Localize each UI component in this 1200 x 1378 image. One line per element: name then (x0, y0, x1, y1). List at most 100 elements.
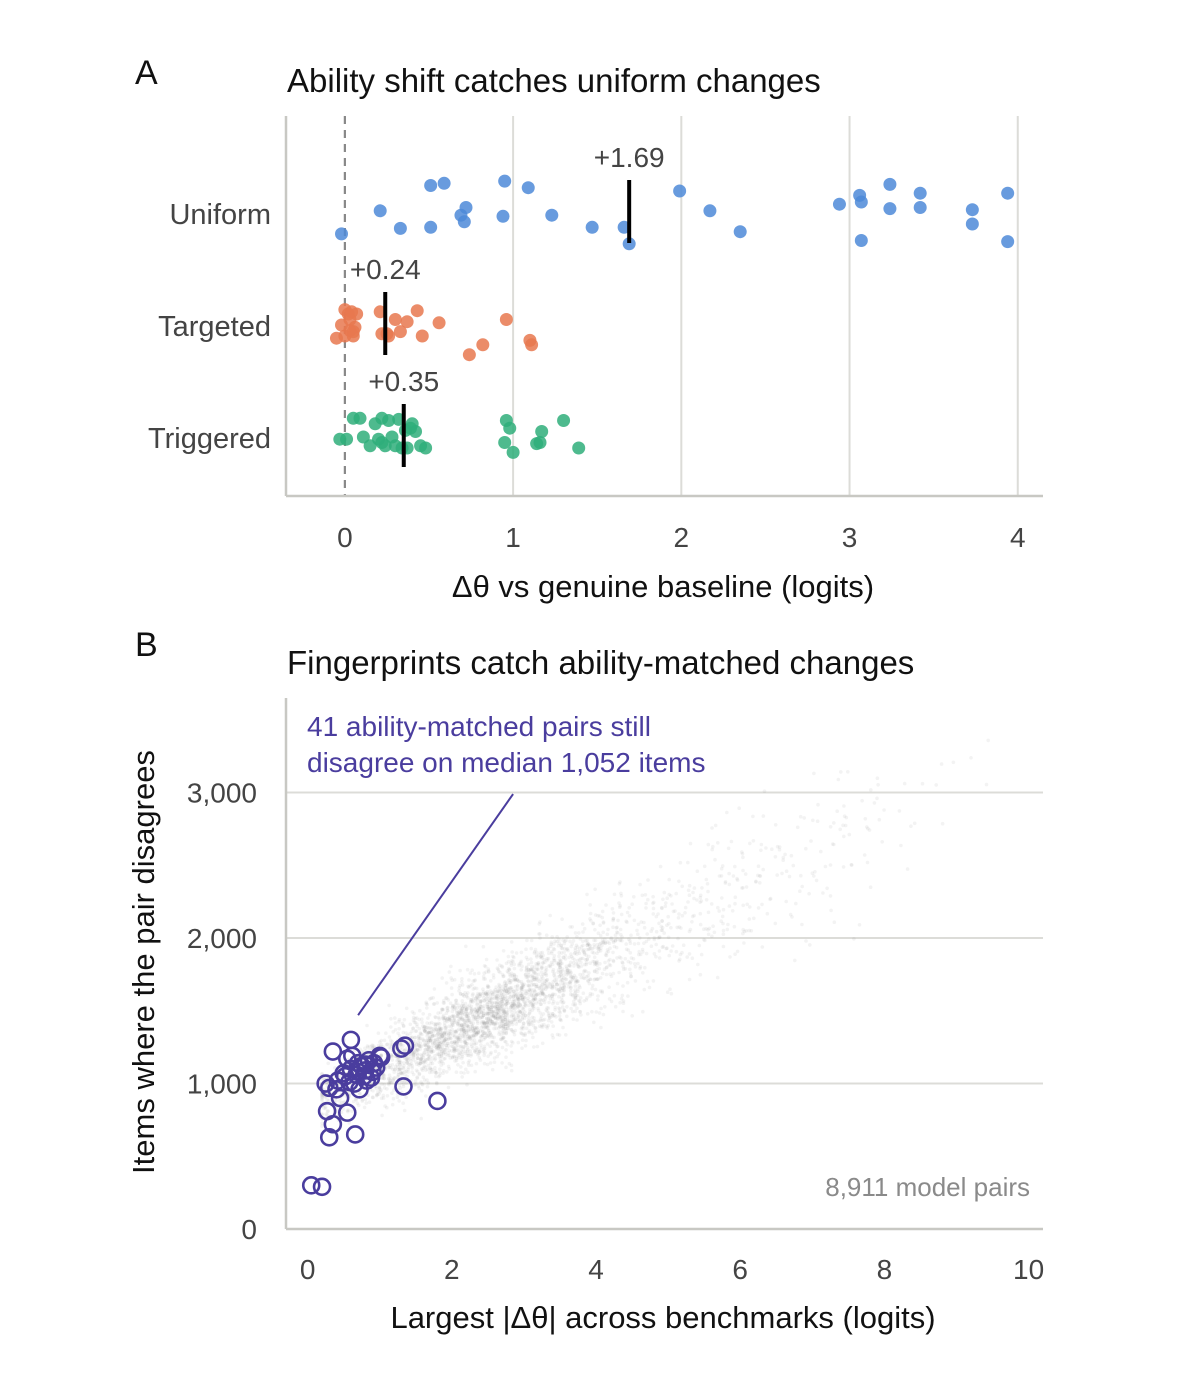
background-point (568, 963, 572, 967)
background-point (598, 948, 603, 953)
background-point (522, 982, 526, 987)
background-point (424, 1002, 429, 1006)
background-point (557, 989, 562, 993)
background-point (539, 1018, 543, 1023)
background-point (507, 980, 512, 985)
data-point-uniform (424, 220, 438, 234)
background-point (493, 1005, 497, 1010)
background-point (549, 1020, 554, 1024)
background-point (490, 1040, 495, 1045)
background-point (644, 951, 649, 956)
background-point (439, 1054, 444, 1058)
background-point (509, 994, 513, 999)
background-point (487, 1035, 492, 1039)
background-point (598, 941, 603, 946)
background-point (463, 1040, 467, 1045)
background-point (538, 920, 542, 924)
panel-a-axes (284, 116, 1043, 498)
background-point (433, 1069, 438, 1073)
background-point (581, 991, 586, 995)
background-point (532, 982, 536, 987)
data-point-triggered (535, 425, 549, 438)
background-point (439, 1034, 444, 1038)
background-point (601, 930, 605, 935)
background-point (448, 1001, 453, 1005)
background-point (584, 962, 589, 967)
background-point (828, 863, 833, 867)
data-point-targeted (525, 338, 539, 352)
background-point (442, 1018, 447, 1022)
background-point (594, 1010, 599, 1014)
background-point (819, 849, 823, 854)
background-point (472, 1009, 476, 1014)
background-point (456, 1011, 460, 1015)
background-point (563, 939, 567, 943)
background-point (462, 1028, 466, 1033)
background-point (454, 998, 458, 1003)
background-point (485, 1025, 490, 1030)
background-point (534, 984, 539, 989)
background-point (465, 1082, 469, 1087)
background-point (459, 1039, 463, 1044)
background-point (413, 1053, 418, 1057)
background-point (494, 994, 499, 998)
background-point (551, 1036, 555, 1040)
background-point (527, 984, 531, 989)
background-point (471, 996, 476, 1001)
background-point (561, 1000, 566, 1004)
background-point (526, 962, 531, 967)
background-point (816, 802, 820, 807)
background-point (402, 1049, 407, 1053)
background-point (698, 900, 702, 905)
background-point (460, 1002, 465, 1006)
background-point (413, 1035, 417, 1040)
background-point (533, 997, 537, 1002)
background-point (719, 919, 723, 923)
background-point (432, 1028, 437, 1032)
background-point (598, 962, 602, 966)
background-point (538, 997, 543, 1002)
background-point (498, 989, 502, 994)
data-point-targeted (343, 313, 357, 326)
data-point-uniform (496, 209, 510, 223)
background-point (516, 997, 521, 1001)
background-point (424, 1044, 429, 1048)
background-point (417, 1071, 422, 1076)
background-point (575, 979, 579, 983)
background-point (604, 965, 609, 970)
background-point (425, 1084, 430, 1089)
background-point (547, 1000, 551, 1005)
background-point (495, 989, 500, 993)
background-point (515, 1005, 520, 1009)
background-point (451, 1033, 455, 1038)
background-point (619, 956, 623, 960)
background-point (599, 1025, 603, 1030)
background-point (618, 903, 622, 908)
background-point (478, 994, 482, 999)
background-point (404, 1095, 408, 1099)
background-point (615, 925, 619, 930)
background-point (620, 993, 625, 998)
background-point (505, 1024, 510, 1028)
background-point (493, 1049, 498, 1054)
background-point (452, 1041, 457, 1046)
background-point (741, 886, 745, 890)
background-point (713, 823, 718, 828)
background-point (387, 1082, 391, 1087)
background-point (569, 960, 573, 965)
background-point (452, 1014, 456, 1019)
background-point (488, 1011, 493, 1016)
background-point (550, 993, 555, 997)
background-point (743, 872, 748, 876)
background-point (688, 841, 693, 846)
background-point (484, 992, 488, 997)
background-point (401, 1101, 406, 1105)
background-point (636, 941, 641, 946)
background-point (427, 1030, 432, 1034)
background-point (731, 874, 736, 878)
background-point (482, 993, 486, 997)
background-point (470, 1012, 475, 1017)
background-point (401, 1082, 406, 1086)
background-point (455, 1005, 460, 1010)
background-point (362, 1105, 367, 1110)
